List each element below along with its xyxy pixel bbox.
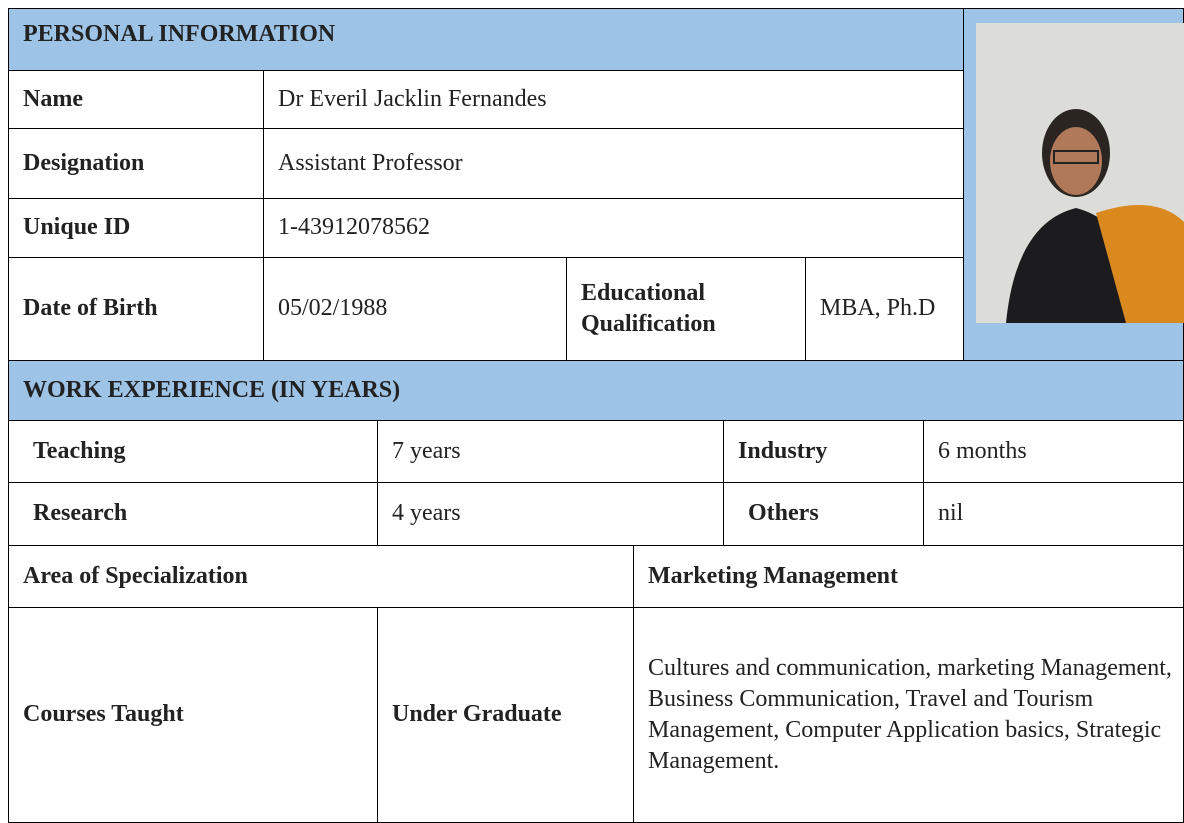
photo (976, 23, 1184, 323)
section-title: WORK EXPERIENCE (IN YEARS) (8, 360, 1184, 421)
field-value: 6 months (923, 420, 1184, 483)
field-value: 1-43912078562 (263, 198, 964, 258)
field-value: 05/02/1988 (263, 257, 567, 361)
field-label: Educational Qualification (566, 257, 806, 361)
field-label: Teaching (8, 420, 378, 483)
field-label: Name (8, 70, 264, 129)
field-value: nil (923, 482, 1184, 546)
field-label: Courses Taught (8, 607, 378, 823)
section-title: PERSONAL INFORMATION (8, 8, 964, 71)
field-label: Date of Birth (8, 257, 264, 361)
field-label: Designation (8, 128, 264, 199)
field-value: Assistant Professor (263, 128, 964, 199)
field-label: Under Graduate (377, 607, 634, 823)
field-value: MBA, Ph.D (805, 257, 964, 361)
field-value: Dr Everil Jacklin Fernandes (263, 70, 964, 129)
field-label: Others (723, 482, 924, 546)
photo-cell (963, 8, 1184, 361)
field-label: Industry (723, 420, 924, 483)
field-value: 7 years (377, 420, 724, 483)
field-label: Unique ID (8, 198, 264, 258)
field-value: Marketing Management (633, 545, 1184, 608)
field-value: 4 years (377, 482, 724, 546)
field-label: Area of Specialization (8, 545, 634, 608)
field-label: Research (8, 482, 378, 546)
field-value: Cultures and communication, marketing Ma… (633, 607, 1184, 823)
